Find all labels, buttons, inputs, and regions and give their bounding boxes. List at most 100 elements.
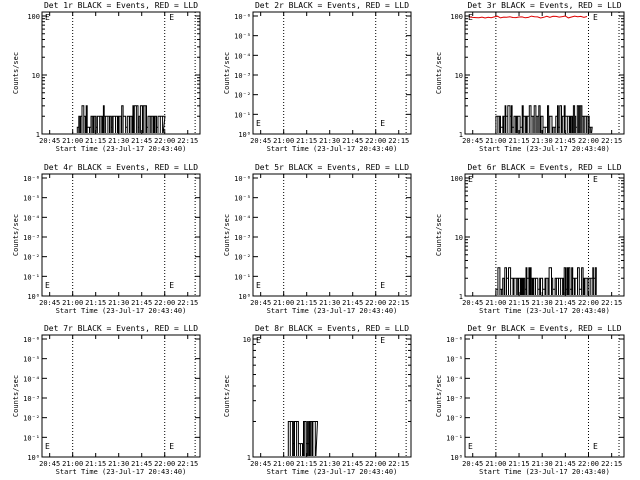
panel-2-frame	[252, 11, 412, 135]
panel-4-marker-e: E	[169, 281, 174, 290]
panel-4-xtick-label: 22:15	[177, 299, 198, 307]
panel-5-title: Det 5r BLACK = Events, RED = LLD	[255, 163, 409, 172]
panel-4-xtick-label: 21:15	[85, 299, 106, 307]
panel-5-ylabel: Counts/sec	[223, 214, 231, 256]
panel-7-ytick-label: 10⁻¹	[23, 434, 40, 442]
panel-2-ytick-label: 10⁻¹	[234, 111, 251, 119]
panel-7-xtick-label: 21:45	[131, 460, 152, 468]
panel-2-ytick-label: 10⁻⁵	[234, 33, 251, 41]
panel-7-xtick-label: 20:45	[39, 460, 60, 468]
panel-8-xtick-label: 22:00	[365, 460, 386, 468]
panel-1-ytick-label: 1	[36, 131, 40, 139]
panel-7-marker-e: E	[45, 442, 50, 451]
panel-9-ytick-label: 10⁻⁵	[446, 356, 463, 364]
panel-5-marker-e: E	[256, 281, 261, 290]
panel-7-ylabel: Counts/sec	[12, 375, 20, 417]
panel-9-ytick-label: 10⁻¹	[446, 434, 463, 442]
panel-2-xtick-label: 21:15	[296, 137, 317, 145]
panel-7-xtick-label: 22:00	[154, 460, 175, 468]
panel-4-ytick-label: 10⁻⁵	[23, 195, 40, 203]
panel-4-xtick-label: 21:00	[62, 299, 83, 307]
panel-9-frame	[464, 334, 625, 458]
panel-2-xtick-label: 21:30	[319, 137, 340, 145]
panel-3-title: Det 3r BLACK = Events, RED = LLD	[467, 1, 621, 10]
panel-2-ytick-label: 10⁰	[238, 131, 251, 139]
panel-3-events-series	[495, 105, 593, 134]
panel-1-marker-e: E	[169, 13, 174, 22]
panel-1-ytick-label: 100	[27, 13, 40, 21]
panel-8-ytick-label: 10	[243, 336, 251, 344]
panel-1-xtick-label: 20:45	[39, 137, 60, 145]
panel-4-marker-e: E	[45, 281, 50, 290]
panel-5-xtick-label: 20:45	[250, 299, 271, 307]
panel-6-marker-e: E	[593, 175, 598, 184]
panel-9-xtick-label: 22:00	[578, 460, 599, 468]
panel-7-frame	[41, 334, 201, 458]
panel-6-xtick-label: 21:00	[485, 299, 506, 307]
panel-7-ytick-label: 10⁻²	[23, 415, 40, 423]
panel-4-xlabel: Start Time (23-Jul-17 20:43:40)	[56, 307, 187, 315]
panel-5-ytick-label: 10⁰	[238, 293, 251, 301]
panel-3-xlabel: Start Time (23-Jul-17 20:43:40)	[479, 145, 610, 153]
panel-8-xlabel: Start Time (23-Jul-17 20:43:40)	[267, 468, 398, 476]
panel-5-ytick-label: 10⁻²	[234, 254, 251, 262]
panel-3-ytick-label: 10	[455, 72, 463, 80]
panel-3-xtick-label: 21:15	[508, 137, 529, 145]
panel-8-events-series	[287, 421, 319, 457]
panel-3-ylabel: Counts/sec	[435, 52, 443, 94]
panel-2-ytick-label: 10⁻⁶	[234, 13, 251, 21]
panel-9-ytick-label: 10⁻³	[446, 395, 463, 403]
panel-7-ytick-label: 10⁻³	[23, 395, 40, 403]
panel-6-ylabel: Counts/sec	[435, 214, 443, 256]
panel-6-title: Det 6r BLACK = Events, RED = LLD	[467, 163, 621, 172]
panel-6-frame	[464, 173, 625, 297]
panel-4-ytick-label: 10⁰	[27, 293, 40, 301]
panel-1-title: Det 1r BLACK = Events, RED = LLD	[44, 1, 198, 10]
panel-7-ytick-label: 10⁻⁶	[23, 336, 40, 344]
panel-8-marker-e: E	[256, 336, 261, 345]
panel-2-ytick-label: 10⁻⁴	[234, 52, 251, 60]
panel-7-marker-e: E	[169, 442, 174, 451]
panel-9-xtick-label: 21:30	[532, 460, 553, 468]
panel-9-xtick-label: 22:15	[601, 460, 622, 468]
panel-3-ytick-label: 1	[459, 131, 463, 139]
panel-5-xtick-label: 21:45	[342, 299, 363, 307]
panel-5-ytick-label: 10⁻⁴	[234, 214, 251, 222]
panel-7-xtick-label: 21:00	[62, 460, 83, 468]
panel-5-frame	[252, 173, 412, 297]
panel-5-ytick-label: 10⁻¹	[234, 273, 251, 281]
panel-4-xtick-label: 21:30	[108, 299, 129, 307]
panel-4-xtick-label: 20:45	[39, 299, 60, 307]
panel-3-ytick-label: 100	[450, 13, 463, 21]
panel-7-xtick-label: 21:15	[85, 460, 106, 468]
panel-8-xtick-label: 21:00	[273, 460, 294, 468]
panel-9-ytick-label: 10⁻⁴	[446, 375, 463, 383]
panel-2-xtick-label: 22:15	[388, 137, 409, 145]
panel-4-xtick-label: 21:45	[131, 299, 152, 307]
panel-3-marker-e: E	[593, 13, 598, 22]
panel-2-ytick-label: 10⁻³	[234, 72, 251, 80]
panel-2-xtick-label: 21:45	[342, 137, 363, 145]
panel-3-xtick-label: 21:00	[485, 137, 506, 145]
panel-8-xtick-label: 21:30	[319, 460, 340, 468]
panel-6-xtick-label: 21:15	[508, 299, 529, 307]
panel-9-ytick-label: 10⁻⁶	[446, 336, 463, 344]
panel-9-xtick-label: 21:45	[555, 460, 576, 468]
panel-4-ytick-label: 10⁻⁶	[23, 175, 40, 183]
panel-3-xtick-label: 21:45	[555, 137, 576, 145]
panel-9-marker-e: E	[468, 442, 473, 451]
panel-9-marker-e: E	[593, 442, 598, 451]
panel-1-xtick-label: 21:30	[108, 137, 129, 145]
panel-5-xtick-label: 22:00	[365, 299, 386, 307]
panel-5-xtick-label: 21:30	[319, 299, 340, 307]
panel-8-marker-e: E	[380, 336, 385, 345]
panel-5-xlabel: Start Time (23-Jul-17 20:43:40)	[267, 307, 398, 315]
panel-1-ylabel: Counts/sec	[12, 52, 20, 94]
panel-4-ytick-label: 10⁻⁴	[23, 214, 40, 222]
panel-4-ytick-label: 10⁻³	[23, 234, 40, 242]
panel-8-xtick-label: 21:45	[342, 460, 363, 468]
panel-8-xtick-label: 21:15	[296, 460, 317, 468]
panel-6-ytick-label: 1	[459, 293, 463, 301]
panel-7-ytick-label: 10⁻⁴	[23, 375, 40, 383]
